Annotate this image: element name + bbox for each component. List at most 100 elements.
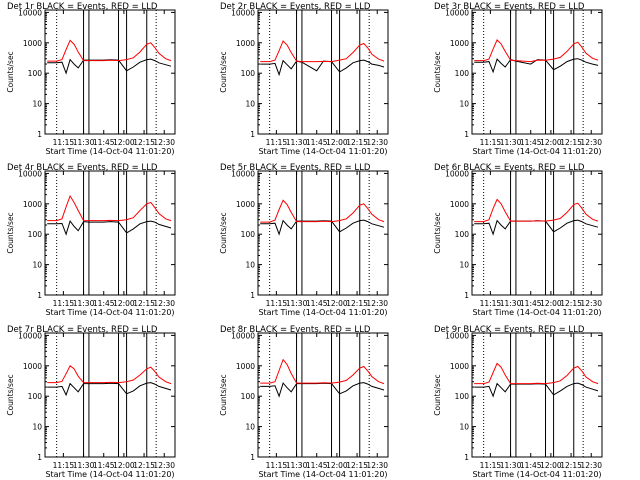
plot-frame	[471, 332, 603, 458]
x-tick-label: 11:30	[500, 461, 522, 470]
x-tick-label: 12:15	[133, 138, 155, 147]
panel-title: Det 1r BLACK = Events, RED = LLD	[7, 2, 158, 12]
x-tick-label: 11:45	[520, 138, 542, 147]
x-tick-label: 12:30	[366, 299, 388, 308]
x-tick-label: 12:00	[113, 461, 135, 470]
x-tick-label: 11:45	[520, 299, 542, 308]
y-tick-label: 10000	[18, 8, 42, 17]
y-tick-label: 1	[250, 291, 255, 300]
y-axis-label: Counts/sec	[6, 374, 15, 415]
x-tick-label: 11:45	[306, 461, 328, 470]
x-axis-label: Start Time (14-Oct-04 11:01:20)	[472, 147, 601, 156]
y-tick-label: 1	[37, 291, 42, 300]
y-tick-label: 1	[250, 130, 255, 139]
lld-series-line	[260, 358, 385, 385]
x-tick-label: 11:30	[500, 299, 522, 308]
y-tick-label: 1000	[236, 362, 255, 371]
y-axis-label: Counts/sec	[219, 212, 228, 253]
x-tick-label: 12:00	[326, 461, 348, 470]
x-tick-label: 12:30	[580, 299, 602, 308]
x-tick-label: 11:15	[266, 138, 288, 147]
x-tick-label: 12:30	[153, 138, 175, 147]
y-tick-label: 100	[455, 392, 470, 401]
y-tick-label: 10	[459, 423, 469, 432]
x-axis-label: Start Time (14-Oct-04 11:01:20)	[258, 470, 387, 479]
plot-frame	[44, 9, 176, 135]
y-tick-label: 100	[28, 69, 43, 78]
plot-frame	[471, 9, 603, 135]
panel-title: Det 4r BLACK = Events, RED = LLD	[7, 163, 158, 173]
x-tick-label: 11:45	[306, 138, 328, 147]
panel-title: Det 8r BLACK = Events, RED = LLD	[220, 325, 371, 335]
x-axis-label: Start Time (14-Oct-04 11:01:20)	[45, 147, 174, 156]
y-tick-label: 100	[241, 69, 256, 78]
y-tick-label: 10	[245, 100, 255, 109]
y-axis-label: Counts/sec	[219, 51, 228, 92]
y-tick-label: 1	[37, 453, 42, 462]
plot-frame	[471, 170, 603, 296]
x-tick-label: 12:15	[133, 461, 155, 470]
y-axis-label: Counts/sec	[433, 374, 442, 415]
y-tick-label: 10	[32, 261, 42, 270]
x-tick-label: 11:15	[480, 138, 502, 147]
x-tick-label: 11:30	[286, 461, 308, 470]
y-tick-label: 10000	[231, 169, 255, 178]
y-axis-label: Counts/sec	[433, 212, 442, 253]
panel-title: Det 9r BLACK = Events, RED = LLD	[434, 325, 585, 335]
plot-frame	[44, 332, 176, 458]
y-tick-label: 100	[241, 392, 256, 401]
y-tick-label: 10	[459, 100, 469, 109]
y-tick-label: 100	[28, 392, 43, 401]
x-tick-label: 11:30	[500, 138, 522, 147]
x-tick-label: 12:30	[580, 461, 602, 470]
y-tick-label: 10	[245, 423, 255, 432]
x-tick-label: 11:15	[480, 461, 502, 470]
x-tick-label: 12:15	[560, 461, 582, 470]
plot-frame	[257, 9, 389, 135]
lld-series-line	[260, 40, 385, 63]
lld-series-line	[474, 198, 599, 223]
lld-series-line	[47, 194, 172, 222]
x-axis-label: Start Time (14-Oct-04 11:01:20)	[258, 308, 387, 317]
y-tick-label: 10000	[18, 331, 42, 340]
panel-title: Det 7r BLACK = Events, RED = LLD	[7, 325, 158, 335]
x-tick-label: 11:15	[53, 299, 75, 308]
y-tick-label: 10000	[445, 8, 469, 17]
x-tick-label: 11:30	[73, 461, 95, 470]
x-tick-label: 12:15	[346, 299, 368, 308]
x-tick-label: 11:15	[266, 461, 288, 470]
y-tick-label: 100	[241, 230, 256, 239]
x-tick-label: 11:30	[286, 299, 308, 308]
y-tick-label: 1000	[23, 39, 42, 48]
x-tick-label: 12:30	[580, 138, 602, 147]
x-tick-label: 12:00	[540, 299, 562, 308]
y-tick-label: 100	[455, 230, 470, 239]
x-tick-label: 12:15	[133, 299, 155, 308]
y-tick-label: 1000	[23, 362, 42, 371]
x-tick-label: 12:30	[366, 461, 388, 470]
x-tick-label: 12:30	[153, 299, 175, 308]
x-tick-label: 12:00	[326, 299, 348, 308]
y-tick-label: 1	[37, 130, 42, 139]
x-axis-label: Start Time (14-Oct-04 11:01:20)	[472, 470, 601, 479]
y-axis-label: Counts/sec	[6, 212, 15, 253]
x-tick-label: 11:30	[286, 138, 308, 147]
y-tick-label: 1	[464, 291, 469, 300]
y-axis-label: Counts/sec	[6, 51, 15, 92]
x-tick-label: 11:15	[480, 299, 502, 308]
x-tick-label: 12:15	[560, 299, 582, 308]
x-tick-label: 11:45	[93, 138, 115, 147]
x-tick-label: 11:45	[93, 461, 115, 470]
events-series-line	[47, 220, 172, 236]
y-tick-label: 1000	[450, 39, 469, 48]
y-tick-label: 10	[459, 261, 469, 270]
x-tick-label: 11:45	[306, 299, 328, 308]
x-tick-label: 11:15	[53, 138, 75, 147]
x-tick-label: 11:15	[266, 299, 288, 308]
y-tick-label: 10000	[231, 8, 255, 17]
x-tick-label: 12:00	[326, 138, 348, 147]
lld-series-line	[260, 199, 385, 223]
x-tick-label: 12:00	[113, 299, 135, 308]
